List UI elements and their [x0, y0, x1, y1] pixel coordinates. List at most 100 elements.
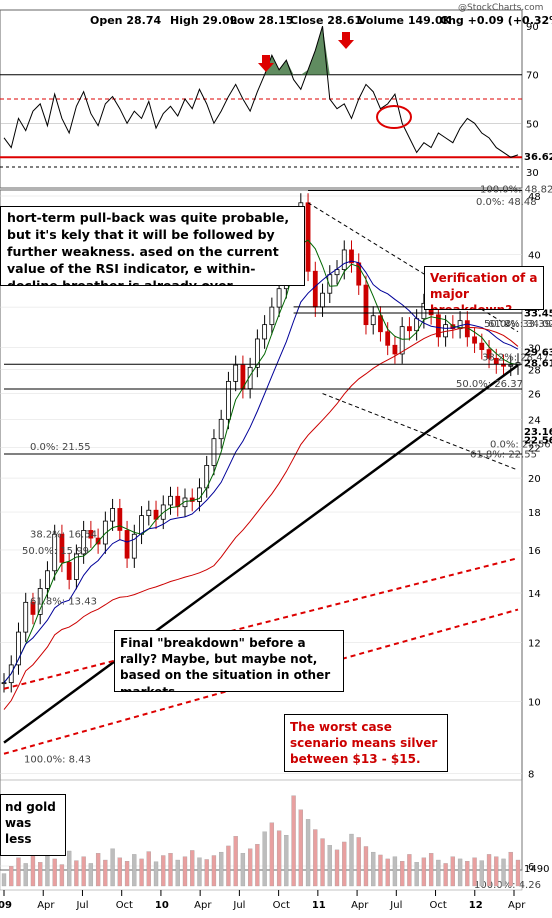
price-tick-label: 40 — [528, 251, 541, 262]
price-value-label: 23.16 — [524, 427, 552, 438]
volume-bar — [139, 858, 144, 887]
fib-label: 61.8%: 34.02 — [488, 319, 552, 330]
volume-panel-frame — [0, 779, 523, 891]
price-candle-body — [327, 274, 333, 294]
price-value-label: 28.61 — [524, 359, 552, 370]
ma-short-line — [3, 239, 519, 683]
volume-bar — [428, 853, 434, 887]
volume-bar — [153, 861, 159, 887]
volume-bar — [356, 837, 361, 887]
ohlc-low: Low 28.15 — [230, 14, 293, 27]
volume-bar — [494, 856, 499, 887]
ohlc-open: Open 28.74 — [90, 14, 161, 27]
volume-bar — [342, 841, 347, 887]
rsi-tick-label: 30 — [526, 168, 539, 179]
fib-label: 38.2%: 16.54 — [30, 529, 97, 540]
x-tick-label: Oct — [116, 900, 133, 911]
price-candle-body — [88, 530, 94, 539]
price-value-label: 29.63 — [524, 347, 552, 358]
fib-label: 100.0%: 48.82 — [480, 185, 552, 196]
volume-bar — [313, 829, 318, 887]
x-tick-label: Apr — [508, 900, 526, 911]
trendline-red-lower — [3, 608, 519, 755]
fib-label: 61.8%: 22.55 — [470, 449, 537, 460]
price-candle-body — [312, 270, 318, 308]
volume-bar — [197, 857, 202, 887]
volume-bar — [226, 845, 231, 887]
x-tick-label: Oct — [430, 900, 447, 911]
volume-bar — [132, 854, 137, 887]
price-tick-label: 26 — [528, 390, 541, 401]
volume-bar — [124, 861, 130, 887]
volume-bar — [392, 856, 398, 887]
price-candle-body — [305, 202, 311, 272]
volume-bar — [515, 859, 521, 887]
volume-bar — [262, 831, 267, 887]
volume-bar — [175, 859, 180, 887]
x-tick-label: 09 — [0, 900, 12, 911]
trendline-red-upper — [3, 557, 519, 690]
price-candle-body — [73, 553, 79, 580]
price-candle-body — [1, 682, 7, 685]
volume-bar — [16, 857, 21, 887]
arrow-down-icon — [338, 32, 354, 49]
volume-bar — [211, 855, 217, 887]
volume-bar — [88, 863, 94, 887]
price-value-label: 22.56 — [524, 435, 552, 446]
volume-bar — [59, 864, 65, 887]
rsi-tick-label: 70 — [526, 71, 539, 82]
volume-bar — [508, 851, 513, 887]
price-candle-body — [349, 249, 354, 264]
ohlc-volume: Volume 149.0K — [358, 14, 452, 27]
price-candle-body — [218, 418, 224, 440]
rsi-annotation: hort-term pull-back was quite probable, … — [0, 206, 305, 286]
fib-label: 100.0%: 4.26 — [474, 880, 541, 891]
rsi-tick-label: 90 — [526, 22, 539, 33]
volume-bar — [161, 855, 166, 887]
volume-bar — [363, 846, 369, 887]
price-candle-body — [392, 344, 398, 355]
x-tick-label: 11 — [312, 900, 326, 911]
volume-bar — [407, 854, 412, 887]
volume-bar — [103, 859, 108, 887]
price-tick-label: 10 — [528, 697, 541, 708]
fib-label: 61.8%: 13.43 — [30, 596, 97, 607]
price-candle-body — [276, 288, 282, 308]
volume-bar — [334, 849, 340, 887]
price-candle-body — [341, 249, 347, 270]
volume-bar — [457, 858, 463, 887]
price-value-label: 33.45 — [524, 308, 552, 319]
ohlc-high: High 29.09 — [170, 14, 237, 27]
fib-label: 100.0%: 8.43 — [24, 754, 91, 765]
worst-case-annotation: The worst case scenario means silver bet… — [284, 714, 448, 772]
x-tick-label: 12 — [469, 900, 483, 911]
price-tick-label: 16 — [528, 546, 541, 557]
price-candle-body — [146, 509, 152, 517]
x-tick-label: Oct — [273, 900, 290, 911]
fib-label: 38.2%: 28.47 — [482, 352, 549, 363]
volume-bar — [255, 844, 260, 887]
fib-label: 0.0%: 48.48 — [476, 197, 537, 208]
verification-annotation: Verification of a major breakdown? — [424, 266, 544, 310]
price-tick-label: 18 — [528, 508, 541, 519]
volume-bar — [190, 850, 195, 887]
arrow-down-icon — [258, 55, 274, 72]
price-tick-label: 8 — [528, 769, 534, 780]
price-candle-body — [23, 601, 29, 633]
volume-bar — [443, 863, 448, 887]
volume-bar — [385, 858, 390, 887]
volume-bar — [450, 856, 455, 887]
volume-bar — [74, 860, 79, 887]
price-candle-body — [486, 349, 492, 359]
price-candle-body — [262, 324, 268, 340]
price-candle-body — [254, 338, 260, 368]
volume-bar — [327, 845, 332, 887]
price-candle-body — [131, 533, 137, 559]
fib-label: 0.0%: 21.55 — [30, 442, 91, 453]
price-tick-label: 20 — [528, 474, 541, 485]
price-candle-body — [197, 487, 202, 502]
ohlc-close: Close 28.61 — [290, 14, 362, 27]
ma-mid-line — [3, 260, 519, 683]
